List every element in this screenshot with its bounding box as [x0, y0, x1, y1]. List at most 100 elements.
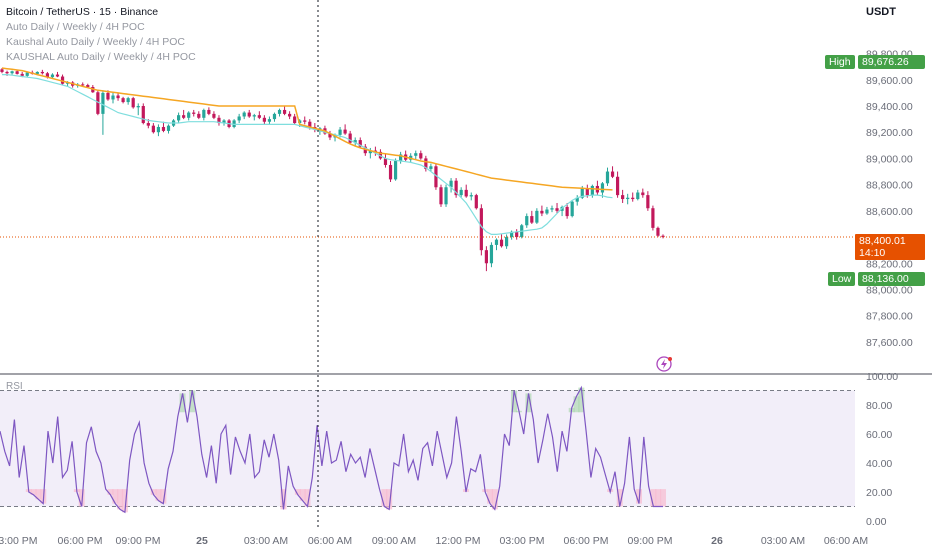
candle-body	[192, 112, 196, 114]
candle-body	[257, 115, 261, 118]
candle-body	[267, 119, 272, 122]
low-badge-label: Low	[828, 272, 856, 286]
candle-body	[151, 125, 155, 133]
rsi-axis-tick: 100.00	[866, 371, 898, 383]
candle-body	[646, 195, 650, 209]
candle-body	[338, 129, 342, 135]
candle-body	[550, 208, 554, 210]
rsi-oversold-fill	[655, 489, 662, 507]
lightning-icon[interactable]	[656, 356, 672, 372]
rsi-overbought-fill	[511, 390, 518, 413]
price-axis-tick: 89,600.00	[866, 75, 913, 87]
candle-body	[615, 176, 620, 196]
candle-body	[414, 153, 418, 156]
candle-body	[383, 158, 388, 165]
rsi-oversold-fill	[78, 489, 85, 507]
time-axis-tick: 03:00 PM	[0, 535, 37, 547]
rsi-overbought-fill	[179, 393, 186, 413]
price-axis-tick: 89,000.00	[866, 153, 913, 165]
rsi-oversold-fill	[280, 489, 287, 510]
time-axis-tick: 12:00 PM	[436, 535, 481, 547]
rsi-oversold-fill	[304, 489, 311, 507]
candle-body	[419, 153, 423, 159]
candle-body	[202, 109, 206, 118]
candle-body	[81, 84, 85, 86]
candle-body	[494, 239, 499, 245]
price-axis-tick: 87,600.00	[866, 337, 913, 349]
candle-body	[272, 113, 277, 120]
time-axis-tick: 26	[711, 535, 723, 547]
candle-body	[277, 109, 282, 114]
rsi-oversold-fill	[112, 489, 119, 504]
low-badge-value: 88,136.00	[858, 272, 925, 286]
last-price-tag: 88,400.01 14:10	[855, 234, 925, 260]
candle-body	[459, 189, 463, 196]
rsi-overbought-fill	[573, 396, 580, 413]
rsi-pane-label[interactable]: RSI	[6, 381, 23, 392]
rsi-oversold-fill	[117, 489, 124, 510]
rsi-oversold-fill	[155, 489, 162, 501]
candle-body	[444, 187, 448, 205]
candle-body	[262, 117, 266, 122]
candle-body	[116, 95, 120, 99]
candle-body	[393, 161, 398, 180]
candle-body	[197, 113, 201, 118]
candle-body	[55, 74, 60, 77]
indicator-kaushal-label[interactable]: Kaushal Auto Daily / Weekly / 4H POC	[6, 36, 185, 48]
candle-body	[535, 210, 539, 223]
indicator-kaushal-caps-label[interactable]: KAUSHAL Auto Daily / Weekly / 4H POC	[6, 51, 196, 63]
candle-body	[242, 112, 246, 117]
price-axis-tick: 87,800.00	[866, 311, 913, 323]
lightning-icon-circle	[656, 356, 672, 372]
rsi-overbought-fill	[189, 390, 196, 413]
candle-body	[469, 195, 473, 197]
candle-body	[570, 201, 574, 217]
rsi-oversold-fill	[121, 489, 128, 513]
candle-body	[45, 73, 50, 78]
candle-body	[25, 72, 29, 76]
candle-body	[530, 216, 534, 223]
candle-body	[20, 73, 24, 76]
time-axis-tick: 25	[196, 535, 208, 547]
candle-body	[580, 188, 584, 198]
rsi-oversold-fill	[660, 489, 666, 507]
candle-body	[40, 71, 44, 74]
time-axis-tick: 06:00 AM	[824, 535, 868, 547]
candle-body	[439, 187, 443, 205]
candle-body	[555, 208, 559, 211]
rsi-axis-tick: 40.00	[866, 458, 892, 470]
high-badge-label: High	[825, 55, 855, 69]
currency-label[interactable]: USDT	[866, 6, 896, 18]
candle-body	[35, 71, 39, 74]
candle-body	[484, 250, 488, 264]
candle-body	[232, 120, 236, 127]
candle-body	[161, 126, 166, 131]
candle-body	[222, 120, 226, 124]
candle-body	[479, 208, 483, 251]
candle-body	[600, 183, 605, 193]
candle-body	[187, 112, 191, 118]
rsi-oversold-fill	[381, 489, 388, 507]
candle-body	[217, 117, 221, 124]
candle-body	[96, 92, 100, 114]
time-axis-tick: 06:00 AM	[308, 535, 352, 547]
candle-body	[207, 109, 211, 114]
candle-body	[308, 121, 312, 127]
candle-body	[126, 98, 130, 103]
candle-body	[60, 76, 65, 84]
candle-body	[641, 192, 645, 196]
time-axis-tick: 03:00 PM	[500, 535, 545, 547]
time-axis-tick: 03:00 AM	[244, 535, 288, 547]
rsi-oversold-fill	[160, 489, 167, 504]
symbol-title[interactable]: Bitcoin / TetherUS · 15 · Binance	[6, 6, 159, 18]
rsi-axis-tick: 20.00	[866, 487, 892, 499]
indicator-poc-label[interactable]: Auto Daily / Weekly / 4H POC	[6, 21, 145, 33]
candle-body	[434, 166, 438, 188]
candle-body	[343, 129, 347, 134]
candle-body	[15, 71, 19, 74]
candle-body	[474, 195, 478, 209]
price-axis-tick: 88,000.00	[866, 284, 913, 296]
candle-body	[252, 115, 256, 117]
candle-body	[545, 209, 549, 214]
